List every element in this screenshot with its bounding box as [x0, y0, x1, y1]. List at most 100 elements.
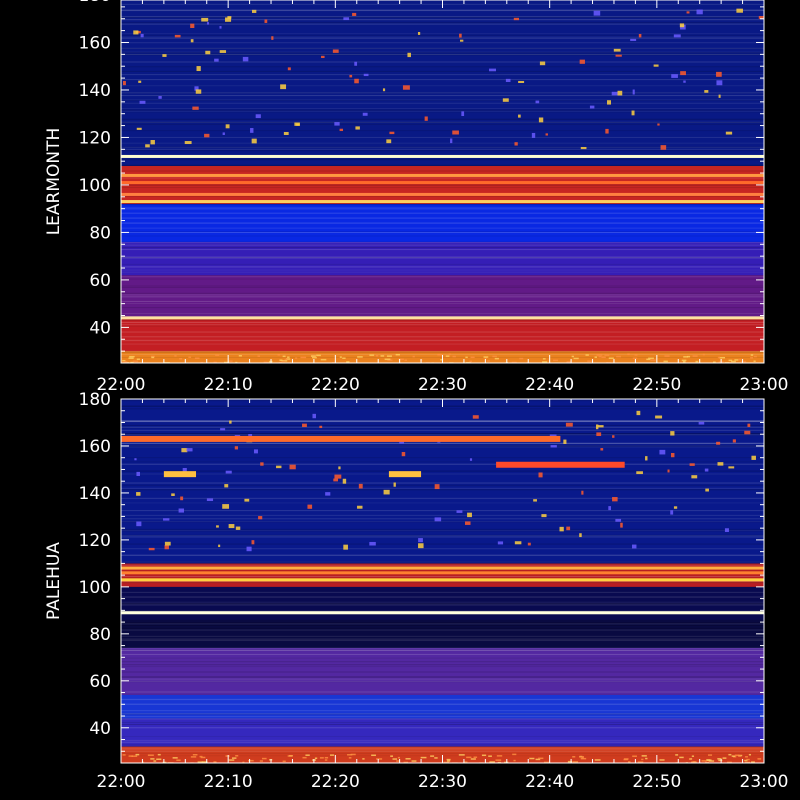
noise-speck: [412, 355, 415, 358]
band-texture: [121, 502, 764, 504]
spectral-band: [121, 241, 764, 276]
noise-speck: [319, 757, 324, 759]
burst-speck: [434, 517, 442, 522]
noise-speck: [420, 756, 427, 759]
noise-speck: [489, 761, 495, 763]
burst-speck: [349, 74, 353, 78]
noise-speck: [384, 358, 391, 361]
band-texture: [121, 710, 764, 712]
noise-speck: [702, 353, 705, 356]
noise-speck: [390, 755, 394, 757]
burst-speck: [192, 106, 199, 110]
spectral-band: [121, 718, 764, 747]
band-texture: [121, 19, 764, 21]
noise-speck: [750, 357, 754, 359]
burst-speck: [136, 492, 141, 496]
noise-speck: [483, 356, 489, 358]
y-tick-label: 40: [89, 719, 111, 739]
spectral-band: [121, 317, 764, 352]
noise-speck: [277, 354, 281, 356]
noise-speck: [362, 758, 365, 760]
noise-speck: [690, 761, 697, 763]
band-texture: [121, 47, 764, 49]
noise-speck: [295, 357, 298, 359]
noise-speck: [572, 756, 576, 758]
band-texture: [121, 16, 764, 18]
noise-speck: [746, 758, 750, 761]
noise-speck: [632, 755, 637, 757]
band-texture: [121, 184, 764, 186]
noise-speck: [403, 761, 409, 763]
noise-speck: [458, 754, 465, 756]
band-texture: [121, 564, 764, 566]
y-tick-label: 140: [79, 484, 111, 504]
band-texture: [121, 111, 764, 113]
band-texture: [121, 699, 764, 701]
band-texture: [121, 603, 764, 605]
burst-speck: [218, 544, 221, 548]
x-tick-label: 22:00: [97, 772, 146, 792]
noise-speck: [128, 755, 134, 757]
band-texture: [121, 484, 764, 486]
band-texture: [121, 434, 764, 436]
burst-speck: [162, 54, 167, 57]
burst-speck: [732, 439, 736, 443]
band-texture: [121, 482, 764, 484]
noise-speck: [683, 356, 689, 358]
band-texture: [121, 352, 764, 354]
burst-speck: [343, 544, 348, 550]
band-texture: [121, 596, 764, 598]
y-tick-label: 100: [79, 578, 111, 598]
spectral-band: [121, 275, 764, 318]
band-texture: [121, 741, 764, 743]
band-texture: [121, 122, 764, 124]
noise-speck: [744, 761, 751, 763]
x-tick-label: 22:30: [418, 375, 467, 395]
burst-speck: [194, 86, 199, 91]
noise-speck: [188, 356, 192, 358]
noise-speck: [305, 754, 310, 756]
burst-speck: [234, 446, 238, 450]
band-texture: [121, 561, 764, 563]
band-texture: [121, 343, 764, 345]
band-texture: [121, 150, 764, 152]
burst-speck: [139, 100, 146, 104]
band-texture: [121, 164, 764, 166]
burst-speck: [718, 94, 721, 98]
y-tick-label: 60: [89, 672, 111, 692]
noise-speck: [572, 761, 579, 763]
band-texture: [121, 554, 764, 556]
noise-speck: [215, 354, 220, 356]
band-texture: [121, 300, 764, 302]
burst-speck: [382, 88, 386, 92]
noise-speck: [719, 356, 726, 359]
band-texture: [121, 10, 764, 12]
burst-speck: [531, 132, 536, 138]
burst-speck: [343, 17, 350, 21]
burst-speck: [178, 508, 185, 513]
band-texture: [121, 257, 764, 259]
band-texture: [121, 661, 764, 663]
band-texture: [121, 749, 764, 751]
palehua-panel: 40 60 80 100 120 140 160 180 22:00 22:10 22:20 22:3…: [44, 390, 789, 792]
noise-speck: [573, 357, 579, 360]
noise-speck: [645, 757, 648, 760]
noise-speck: [387, 359, 393, 361]
burst-speck: [253, 449, 258, 454]
y-tick-label: 60: [89, 271, 111, 291]
noise-speck: [225, 755, 230, 757]
noise-speck: [601, 356, 606, 358]
band-texture: [121, 535, 764, 537]
burst-speck: [352, 12, 357, 16]
burst-speck: [461, 111, 465, 117]
noise-speck: [300, 356, 307, 359]
noise-speck: [728, 359, 733, 362]
noise-speck: [648, 357, 654, 360]
burst-speck: [670, 510, 674, 515]
band-texture: [121, 624, 764, 626]
band-texture: [121, 257, 764, 259]
burst-speck: [645, 456, 648, 461]
noise-speck: [122, 754, 126, 756]
burst-speck: [751, 455, 756, 460]
burst-speck: [383, 489, 390, 495]
